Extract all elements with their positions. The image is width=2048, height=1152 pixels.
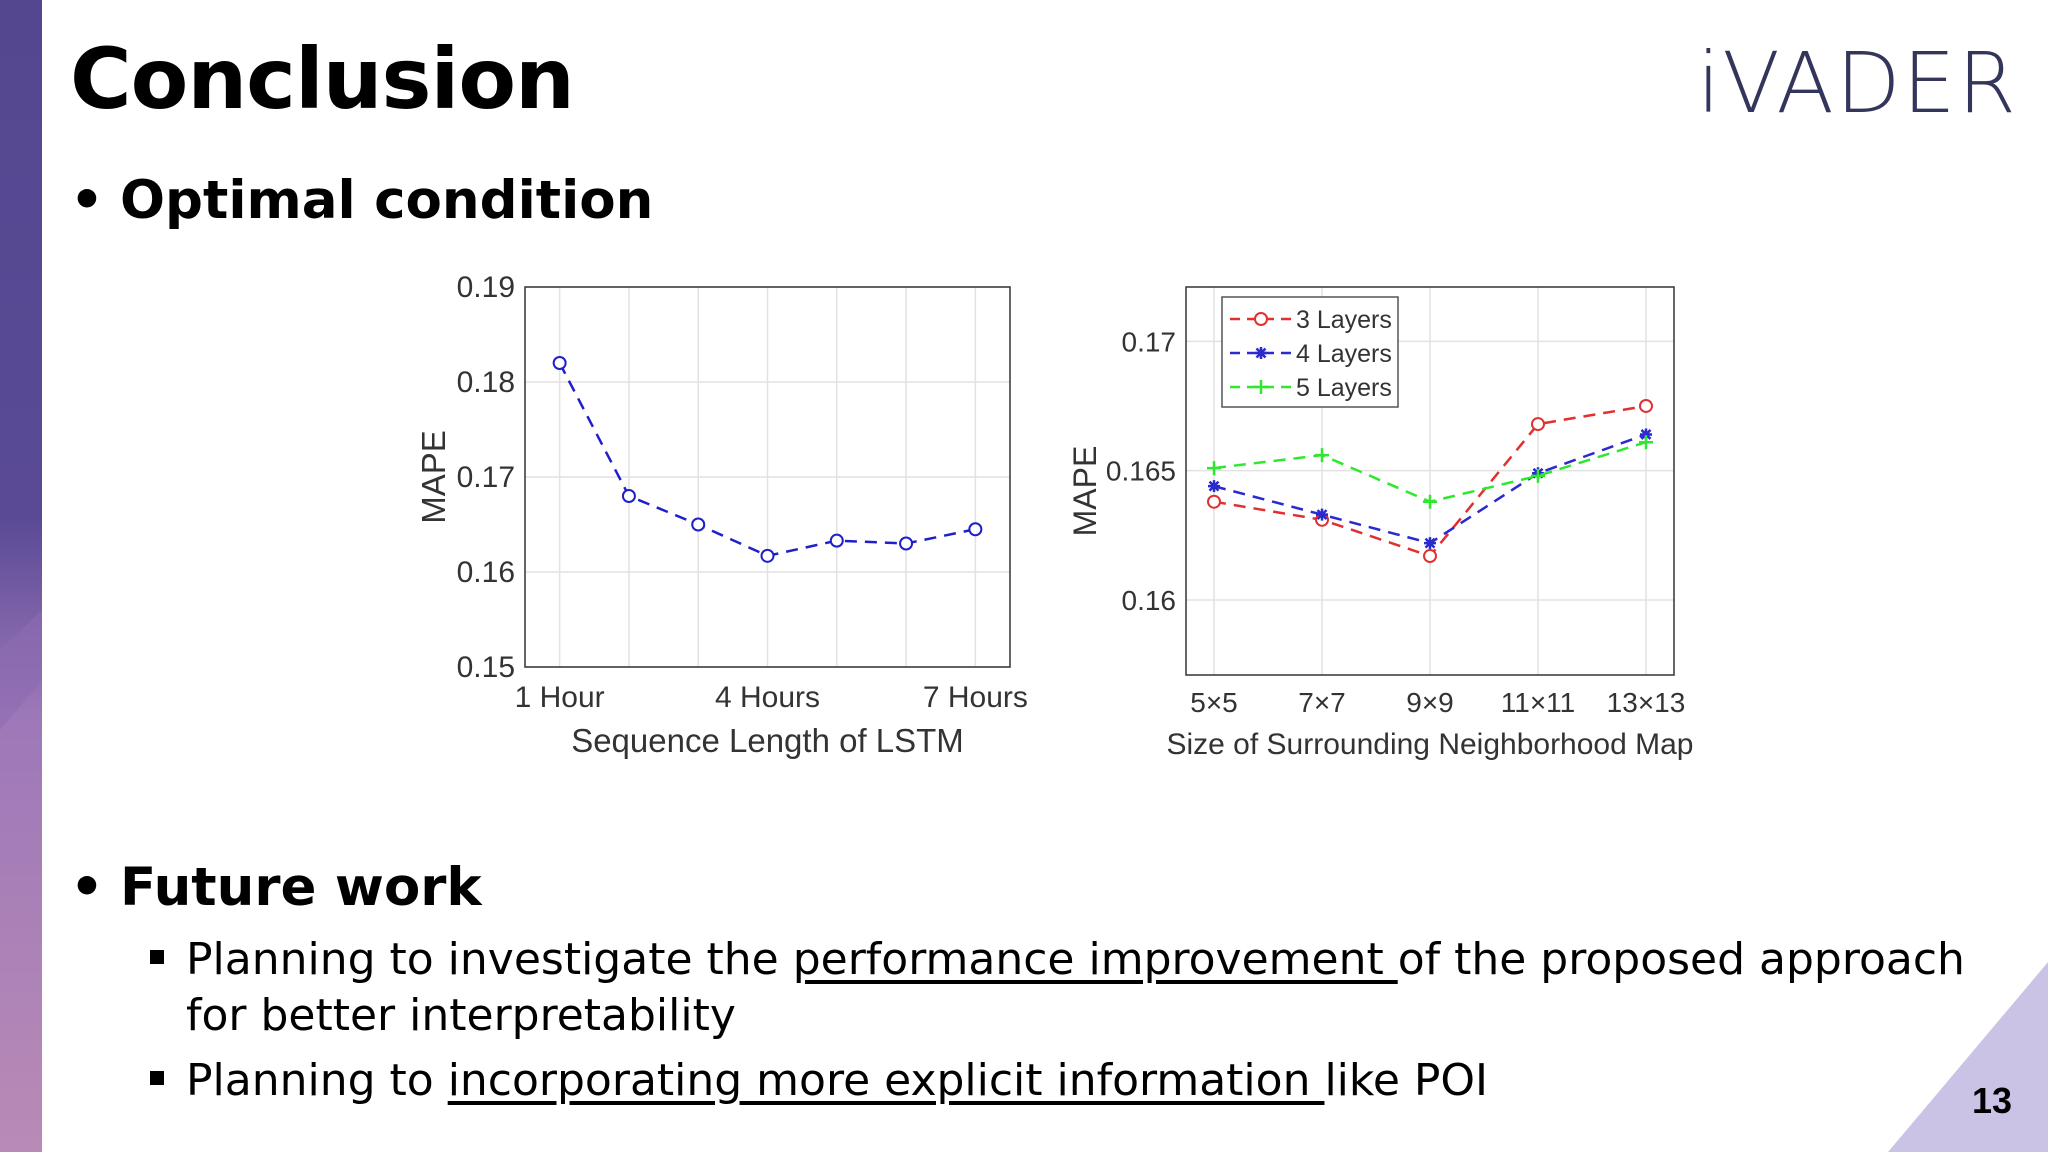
y-tick-label: 0.18 bbox=[457, 366, 515, 399]
plot-frame bbox=[1185, 286, 1675, 676]
neighborhood-map-chart: 0.16 0.165 0.17 5×5 7×7 9×9 11×11 13×13 3 Layers… bbox=[1067, 286, 1694, 761]
data-point bbox=[899, 536, 914, 551]
bullet-optimal-condition: • Optimal condition bbox=[70, 170, 653, 231]
y-tick-label: 0.16 bbox=[1122, 585, 1177, 616]
data-point bbox=[1531, 417, 1545, 432]
data-point bbox=[1639, 435, 1653, 450]
bullet-dot: • bbox=[70, 857, 104, 918]
data-point bbox=[1207, 461, 1221, 476]
y-tick-label: 0.17 bbox=[457, 461, 515, 494]
y-tick-label: 0.17 bbox=[1122, 326, 1177, 357]
data-point bbox=[1424, 537, 1436, 550]
data-point bbox=[1423, 549, 1437, 564]
data-point bbox=[691, 517, 706, 532]
x-tick-label: 13×13 bbox=[1607, 687, 1686, 718]
data-point bbox=[1315, 448, 1329, 463]
x-tick-label: 1 Hour bbox=[515, 681, 605, 714]
item-underlined-text: incorporating more explicit information bbox=[447, 1055, 1325, 1106]
data-point bbox=[968, 522, 983, 537]
y-axis-label: MAPE bbox=[1067, 446, 1103, 537]
data-point bbox=[1207, 494, 1221, 509]
legend-marker bbox=[1255, 347, 1267, 359]
item-text: Planning to bbox=[186, 1055, 448, 1106]
data-point bbox=[1208, 480, 1220, 493]
y-tick-label: 0.165 bbox=[1106, 456, 1176, 487]
future-work-item-1: Planning to investigate the performance … bbox=[150, 932, 2000, 1044]
series-5-layers bbox=[1207, 435, 1653, 509]
legend-marker bbox=[1254, 380, 1268, 394]
x-axis-label: Size of Surrounding Neighborhood Map bbox=[1166, 728, 1693, 761]
future-work-item-2: Planning to incorporating more explicit … bbox=[150, 1053, 2000, 1109]
bullet-label: Optimal condition bbox=[120, 170, 654, 231]
x-tick-label: 9×9 bbox=[1406, 687, 1454, 718]
ivader-logo: iVADER bbox=[1696, 34, 2018, 132]
page-number: 13 bbox=[1971, 1080, 2012, 1121]
bullet-dot: • bbox=[70, 170, 104, 231]
item-underlined-text: performance improvement bbox=[792, 934, 1398, 985]
x-tick-label: 4 Hours bbox=[715, 681, 820, 714]
data-point bbox=[1639, 398, 1653, 413]
legend-label: 5 Layers bbox=[1296, 374, 1392, 402]
left-accent-bar bbox=[0, 0, 42, 1152]
data-point bbox=[760, 548, 775, 563]
x-tick-label: 7×7 bbox=[1298, 687, 1346, 718]
plot-frame bbox=[524, 286, 1011, 668]
series-3-layers bbox=[1207, 398, 1653, 564]
item-text: of the proposed approach for better inte… bbox=[186, 934, 1965, 1041]
x-tick-label: 7 Hours bbox=[923, 681, 1028, 714]
slide-title: Conclusion bbox=[70, 30, 575, 128]
bullet-label: Future work bbox=[120, 857, 482, 918]
data-point bbox=[552, 356, 567, 370]
item-text: Planning to investigate the bbox=[186, 934, 793, 985]
data-point bbox=[1640, 428, 1652, 441]
x-axis-label: Sequence Length of LSTM bbox=[571, 722, 964, 759]
y-tick-label: 0.15 bbox=[457, 651, 515, 684]
x-tick-label: 5×5 bbox=[1190, 687, 1238, 718]
data-point bbox=[621, 489, 636, 503]
item-text: like POI bbox=[1324, 1055, 1489, 1106]
y-tick-label: 0.16 bbox=[457, 556, 515, 589]
legend-marker bbox=[1254, 312, 1268, 326]
data-point bbox=[829, 533, 844, 548]
x-tick-label: 11×11 bbox=[1501, 687, 1575, 718]
square-bullet-icon bbox=[150, 950, 164, 964]
y-tick-label: 0.19 bbox=[457, 275, 515, 304]
y-axis-label: MAPE bbox=[415, 430, 452, 524]
data-point bbox=[1316, 508, 1328, 521]
corner-decoration bbox=[1888, 962, 2048, 1152]
legend-label: 3 Layers bbox=[1296, 306, 1392, 334]
lstm-sequence-chart: 0.15 0.16 0.17 0.18 0.19 1 Hour 4 Hours 7 Hours… bbox=[415, 275, 1028, 759]
legend-label: 4 Layers bbox=[1296, 340, 1392, 368]
data-point bbox=[1423, 494, 1437, 509]
square-bullet-icon bbox=[150, 1071, 164, 1085]
data-point bbox=[1531, 468, 1545, 483]
bullet-future-work: • Future work bbox=[70, 857, 482, 918]
